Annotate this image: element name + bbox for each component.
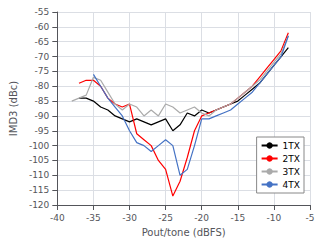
svg-text:-65: -65 xyxy=(35,37,50,47)
svg-text:1TX: 1TX xyxy=(283,141,300,151)
svg-text:IMD3 (dBc): IMD3 (dBc) xyxy=(8,81,19,136)
svg-text:-15: -15 xyxy=(230,213,245,223)
svg-text:-35: -35 xyxy=(86,213,101,223)
svg-text:-90: -90 xyxy=(35,111,50,121)
svg-text:-85: -85 xyxy=(35,96,50,106)
svg-text:-10: -10 xyxy=(267,213,282,223)
svg-text:-115: -115 xyxy=(29,185,49,195)
svg-text:-75: -75 xyxy=(35,66,50,76)
svg-text:-105: -105 xyxy=(29,155,49,165)
svg-text:2TX: 2TX xyxy=(283,154,300,164)
svg-text:3TX: 3TX xyxy=(283,167,300,177)
svg-text:4TX: 4TX xyxy=(283,180,300,190)
svg-text:-40: -40 xyxy=(50,213,65,223)
svg-text:-5: -5 xyxy=(306,213,315,223)
svg-text:Pout/tone (dBFS): Pout/tone (dBFS) xyxy=(142,227,226,238)
svg-text:-55: -55 xyxy=(35,7,50,17)
svg-text:-120: -120 xyxy=(29,200,50,210)
svg-text:-60: -60 xyxy=(35,22,50,32)
svg-text:-95: -95 xyxy=(35,126,50,136)
svg-text:-80: -80 xyxy=(35,81,50,91)
svg-text:-30: -30 xyxy=(122,213,137,223)
svg-text:-70: -70 xyxy=(35,52,50,62)
svg-text:-100: -100 xyxy=(29,141,50,151)
svg-text:-20: -20 xyxy=(194,213,209,223)
svg-text:-110: -110 xyxy=(29,170,50,180)
svg-text:-25: -25 xyxy=(158,213,173,223)
